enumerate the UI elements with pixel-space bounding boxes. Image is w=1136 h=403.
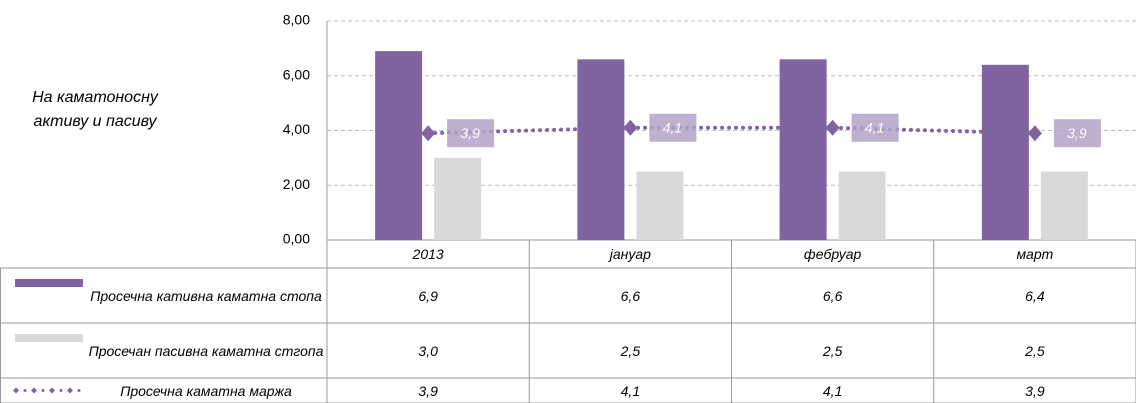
table-value: 2,5 — [822, 342, 843, 359]
data-label: 4,1 — [865, 119, 884, 135]
table-value: 6,4 — [1025, 287, 1045, 304]
bar — [779, 59, 827, 241]
legend-marker — [49, 387, 55, 394]
data-label: 3,9 — [1067, 125, 1087, 141]
line — [426, 125, 1037, 136]
legend-swatch — [15, 279, 83, 287]
table-value: 4,1 — [822, 382, 843, 399]
x-tick-label: фебруар — [803, 246, 862, 262]
x-tick-label: јануар — [609, 246, 651, 262]
table-value: 6,9 — [418, 287, 438, 304]
data-label: 3,9 — [460, 125, 480, 141]
bar — [636, 171, 684, 240]
table-value: 2,5 — [620, 342, 641, 359]
data-label-box — [447, 119, 495, 148]
bar — [577, 59, 625, 241]
bar — [1040, 171, 1088, 240]
legend-label: Просечна каматна маржа — [120, 382, 292, 399]
marker — [1027, 125, 1042, 142]
data-label: 4,1 — [663, 119, 682, 135]
legend-marker — [67, 387, 73, 394]
marker — [623, 119, 638, 136]
y-tick-label: 0,00 — [283, 231, 310, 247]
data-label-box — [1053, 119, 1101, 148]
legend-label: Просечан пасивна каматна стгопа — [88, 342, 324, 359]
table-value: 6,6 — [822, 287, 843, 304]
table-value: 2,5 — [1025, 342, 1045, 359]
x-tick-label: март — [1016, 246, 1054, 262]
table-value: 3,9 — [1025, 382, 1045, 399]
table-value: 4,1 — [620, 382, 641, 399]
table-value: 6,6 — [620, 287, 641, 304]
x-tick-label: 2013 — [412, 246, 444, 262]
legend-swatch — [15, 334, 83, 342]
legend-marker — [13, 387, 19, 394]
bar — [838, 171, 886, 240]
y-axis-label: На каматоносну активу и пасиву — [32, 89, 158, 130]
marker — [421, 125, 436, 142]
y-tick-label: 6,00 — [283, 66, 310, 82]
bar — [981, 64, 1029, 240]
legend-label: Просечна кативна каматна стопа — [90, 287, 322, 304]
bar — [375, 51, 423, 240]
legend-marker — [31, 387, 37, 394]
marker — [825, 119, 840, 136]
table-value: 3,0 — [418, 342, 438, 359]
data-label-box — [649, 113, 697, 142]
table-value: 3,9 — [418, 382, 438, 399]
bar — [434, 157, 482, 240]
y-tick-label: 2,00 — [283, 176, 310, 192]
data-label-box — [851, 113, 899, 142]
y-tick-label: 4,00 — [283, 121, 310, 137]
y-tick-label: 8,00 — [283, 12, 310, 28]
